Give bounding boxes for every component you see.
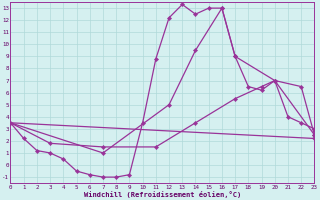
X-axis label: Windchill (Refroidissement éolien,°C): Windchill (Refroidissement éolien,°C) xyxy=(84,191,241,198)
